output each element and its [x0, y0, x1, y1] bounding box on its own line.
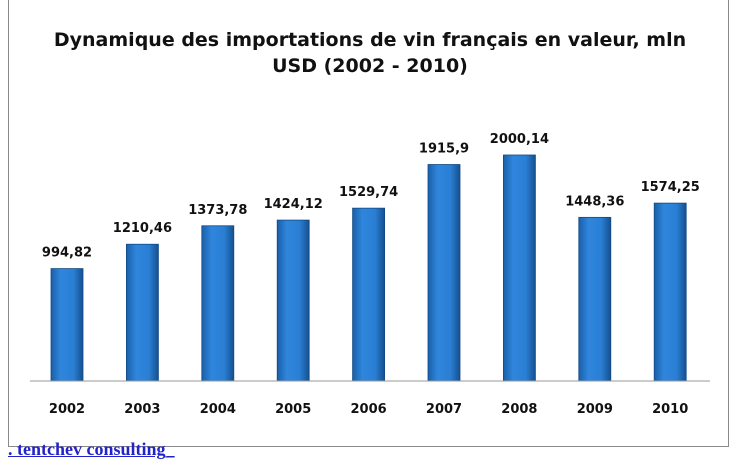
chart-title-line-1: Dynamique des importations de vin frança… [54, 29, 686, 51]
bar-2005 [276, 219, 310, 382]
x-tick-2007: 2007 [426, 402, 462, 417]
bar-2004 [201, 225, 235, 382]
bar-2007 [427, 164, 461, 382]
value-label-2002: 994,82 [42, 246, 92, 261]
value-label-2008: 2000,14 [490, 132, 549, 147]
x-tick-2006: 2006 [351, 402, 387, 417]
x-tick-2002: 2002 [49, 402, 85, 417]
value-label-2005: 1424,12 [264, 197, 323, 212]
x-tick-2003: 2003 [124, 402, 160, 417]
x-tick-2009: 2009 [577, 402, 613, 417]
value-label-2004: 1373,78 [188, 203, 247, 218]
value-label-2010: 1574,25 [641, 180, 700, 195]
x-tick-2005: 2005 [275, 402, 311, 417]
value-label-2003: 1210,46 [113, 221, 172, 236]
x-tick-2004: 2004 [200, 402, 236, 417]
chart-title-line-2: USD (2002 - 2010) [272, 55, 468, 77]
bar-2002 [50, 268, 84, 382]
bar-2008 [502, 154, 536, 382]
value-label-2007: 1915,9 [419, 142, 469, 157]
bar-2009 [578, 216, 612, 382]
x-tick-2008: 2008 [501, 402, 537, 417]
tentchev-consulting-link[interactable]: . tentchev consulting_ [8, 439, 175, 459]
value-label-2006: 1529,74 [339, 185, 398, 200]
value-label-2009: 1448,36 [565, 194, 624, 209]
bar-2003 [126, 243, 159, 382]
bar-chart: Dynamique des importations de vin frança… [30, 29, 710, 417]
bar-2010 [653, 202, 687, 382]
x-tick-2010: 2010 [652, 402, 688, 417]
bar-2006 [352, 207, 386, 382]
